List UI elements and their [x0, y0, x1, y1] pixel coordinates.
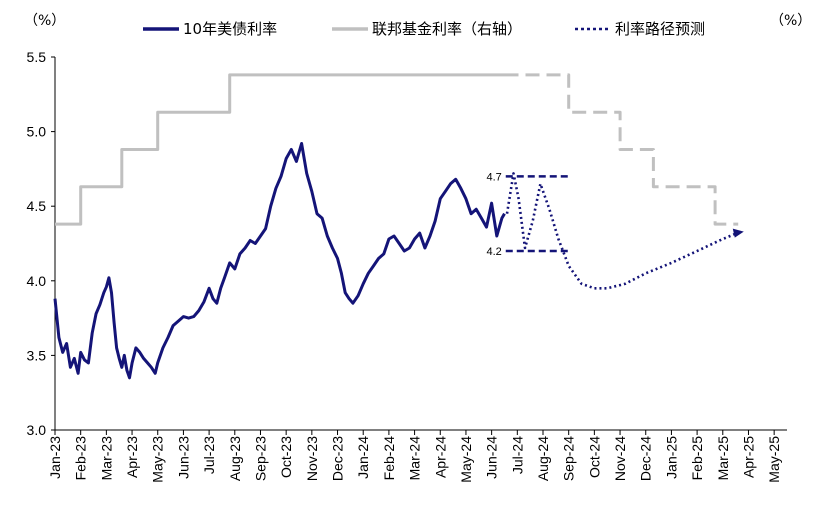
x-tick-label: Mar-24 [407, 436, 423, 481]
x-tick-label: Apr-24 [432, 436, 448, 478]
legend-label-0: 10年美债利率 [183, 20, 277, 38]
x-tick-label: Mar-25 [715, 436, 731, 481]
legend-label-1: 联邦基金利率（右轴） [372, 20, 522, 38]
y-tick-label: 5.0 [27, 124, 47, 140]
x-tick-label: Sep-24 [561, 436, 577, 481]
forecast-arrowhead [732, 228, 744, 238]
x-tick-label: Feb-24 [381, 436, 397, 481]
series-line-3 [505, 172, 742, 290]
x-tick-label: Jan-24 [355, 436, 371, 479]
series-layer [53, 73, 744, 380]
legend: 10年美债利率 联邦基金利率（右轴） 利率路径预测 [143, 20, 705, 38]
x-tick-label: Nov-24 [612, 436, 628, 481]
x-tick-label: Feb-25 [689, 436, 705, 481]
x-tick-label: May-25 [766, 436, 782, 483]
x-tick-label: Mar-23 [98, 436, 114, 481]
x-tick-label: Aug-23 [227, 436, 243, 481]
x-tick-label: Dec-23 [330, 436, 346, 481]
y-tick-label: 4.0 [27, 273, 47, 289]
x-tick-label: Jan-23 [47, 436, 63, 479]
x-tick-label: Jul-24 [509, 436, 525, 474]
series-line-1 [55, 73, 505, 226]
annotation-layer: 4.7 4.2 [486, 171, 569, 258]
y-tick-label: 3.0 [27, 422, 47, 438]
series-line-0 [53, 142, 506, 380]
x-tick-label: Feb-23 [73, 436, 89, 481]
right-axis-unit: （%） [770, 13, 811, 29]
x-tick-label: Jun-24 [484, 436, 500, 479]
x-tick-label: Jun-23 [175, 436, 191, 479]
x-tick-label: Nov-23 [304, 436, 320, 481]
x-tick-label: Apr-23 [124, 436, 140, 478]
legend-label-2: 利率路径预测 [615, 20, 705, 38]
axes: 5.5 5.0 4.5 4.0 3.5 3.0 （%） （%） Jan-23 Feb-23 Mar-… [24, 13, 811, 483]
x-tick-label: Sep-23 [252, 436, 268, 481]
x-tick-label: Jan-25 [663, 436, 679, 479]
x-tick-label: Apr-25 [740, 436, 756, 478]
y-tick-label: 3.5 [27, 347, 47, 363]
reference-label-4.2: 4.2 [486, 246, 501, 258]
reference-label-4.7: 4.7 [486, 171, 501, 183]
x-tick-label: Aug-24 [535, 436, 551, 481]
x-tick-label: Jul-23 [201, 436, 217, 474]
left-axis-unit: （%） [24, 13, 65, 29]
x-tick-label: Oct-23 [278, 436, 294, 478]
series-line-2 [504, 73, 739, 226]
y-tick-label: 4.5 [27, 198, 47, 214]
y-tick-label: 5.5 [27, 49, 47, 65]
x-tick-label: Dec-24 [638, 436, 654, 481]
x-tick-label: Oct-24 [586, 436, 602, 478]
x-tick-label: May-23 [150, 436, 166, 483]
x-tick-label: May-24 [458, 436, 474, 483]
